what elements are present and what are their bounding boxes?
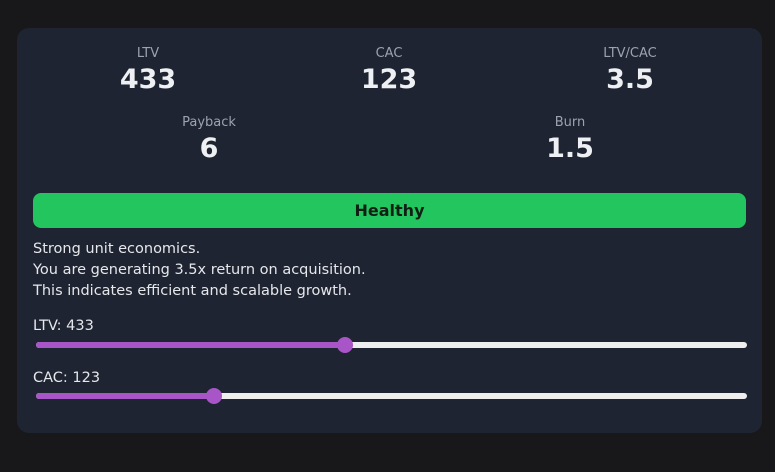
- ltv-slider-fill: [36, 342, 346, 348]
- cac-slider[interactable]: [36, 388, 747, 404]
- metric-burn-label: Burn: [554, 115, 586, 130]
- metric-ltv-label: LTV: [136, 46, 160, 61]
- cac-slider-fill: [36, 393, 214, 399]
- metric-ltv-cac-ratio: LTV/CAC 3.5: [540, 46, 720, 96]
- metric-cac-value: 123: [360, 64, 418, 95]
- metric-cac: CAC 123: [299, 46, 479, 96]
- cac-slider-track[interactable]: [36, 393, 747, 399]
- metric-burn-value: 1.5: [546, 133, 594, 164]
- description-line: This indicates efficient and scalable gr…: [33, 283, 352, 299]
- metric-ratio-value: 3.5: [606, 64, 654, 95]
- ltv-slider-label: LTV: 433: [33, 318, 94, 334]
- cac-slider-thumb[interactable]: [205, 388, 222, 404]
- ltv-slider[interactable]: [36, 337, 747, 353]
- cac-slider-label: CAC: 123: [33, 370, 101, 386]
- metric-payback-value: 6: [199, 133, 219, 164]
- status-description: Strong unit economics. You are generatin…: [33, 239, 366, 302]
- metric-payback-label: Payback: [182, 115, 236, 130]
- description-line: Strong unit economics.: [33, 241, 201, 257]
- status-badge: Healthy: [33, 193, 746, 228]
- metric-cac-label: CAC: [375, 46, 403, 61]
- metric-ltv: LTV 433: [58, 46, 238, 96]
- description-line: You are generating 3.5x return on acquis…: [33, 262, 366, 278]
- ltv-slider-track[interactable]: [36, 342, 747, 348]
- metric-ratio-label: LTV/CAC: [603, 46, 657, 61]
- unit-economics-card: LTV 433 CAC 123 LTV/CAC 3.5 Payback 6 Bu…: [17, 28, 762, 433]
- ltv-slider-thumb[interactable]: [337, 337, 354, 353]
- metric-payback: Payback 6: [119, 115, 299, 165]
- metric-ltv-value: 433: [119, 64, 177, 95]
- metric-burn: Burn 1.5: [480, 115, 660, 165]
